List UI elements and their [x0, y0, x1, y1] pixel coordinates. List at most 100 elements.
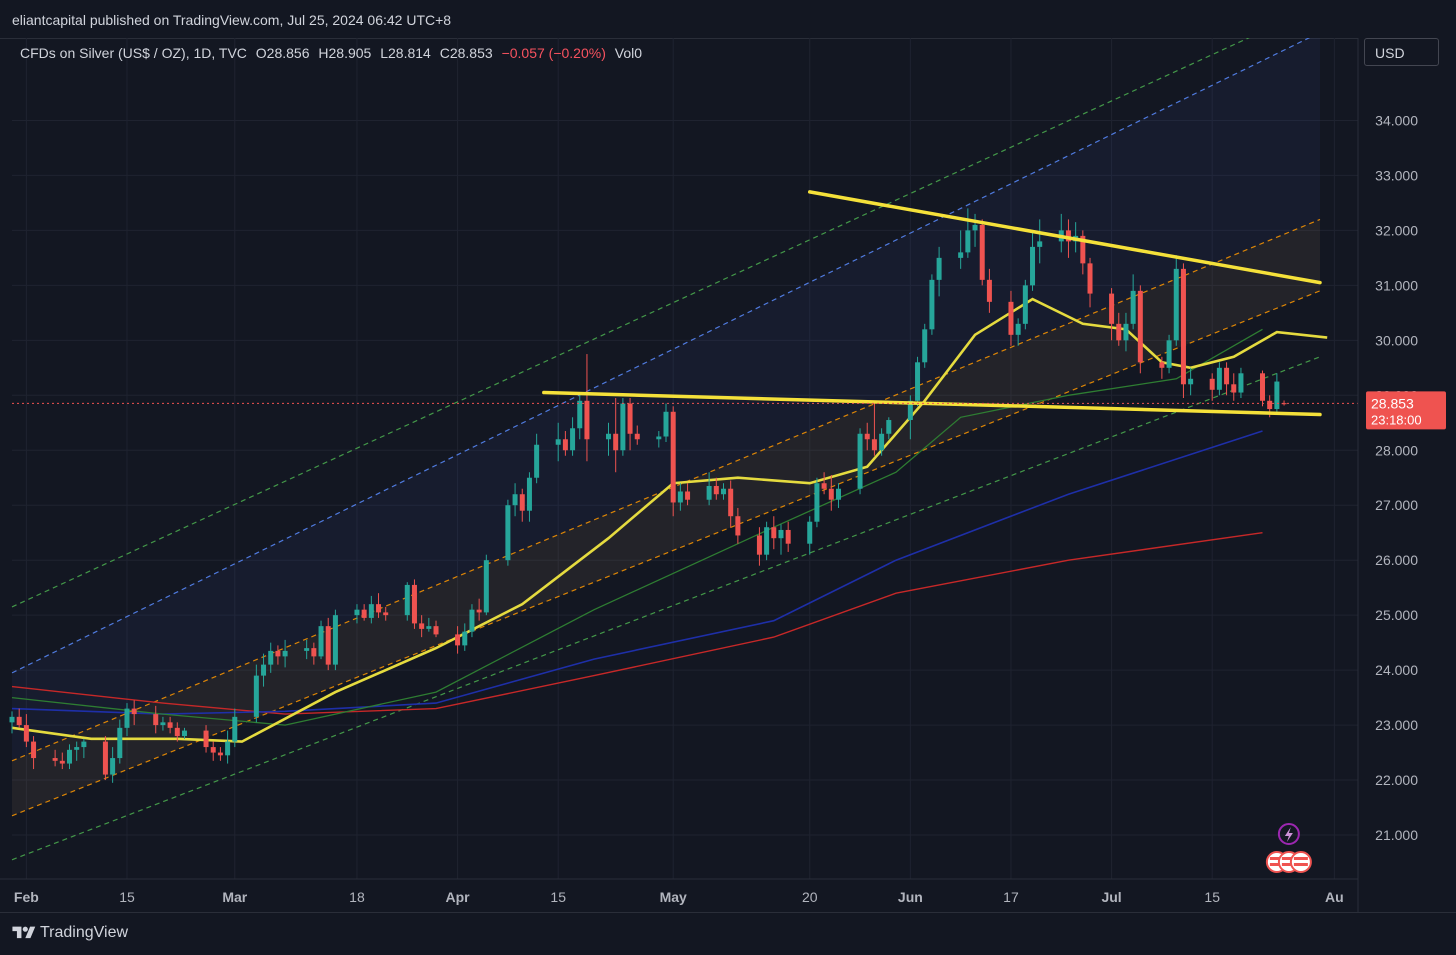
candle	[857, 428, 863, 495]
candle	[1188, 367, 1194, 396]
candle	[519, 488, 525, 522]
candle-body	[74, 747, 80, 750]
price-chart[interactable]: 34.00033.00032.00031.00030.00029.00028.0…	[0, 38, 1456, 912]
candle-body	[1209, 378, 1215, 390]
candle	[81, 738, 87, 759]
candle	[203, 725, 209, 753]
candle	[419, 615, 425, 638]
candle	[1159, 356, 1165, 379]
candle-body	[9, 716, 15, 723]
candle	[174, 722, 180, 742]
price-tick-label: 26.000	[1375, 552, 1418, 568]
candle-body	[1065, 230, 1071, 242]
candle-body	[376, 604, 382, 613]
candle	[922, 323, 928, 368]
candle-body	[117, 727, 123, 759]
candle-body	[1123, 323, 1129, 341]
candle	[1022, 279, 1028, 330]
candle	[986, 268, 992, 313]
channel-upper-band	[12, 38, 1320, 761]
candle	[526, 472, 532, 522]
candle	[124, 703, 130, 737]
candle	[1274, 373, 1280, 412]
time-tick-label: Jun	[898, 889, 923, 905]
time-tick-label: Jul	[1101, 889, 1121, 905]
candle-body	[835, 488, 841, 500]
symbol-title[interactable]: CFDs on Silver (US$ / OZ), 1D, TVC	[20, 45, 247, 61]
candle-body	[821, 483, 827, 489]
candle	[562, 431, 568, 456]
candle	[771, 516, 777, 550]
currency-button[interactable]: USD	[1364, 38, 1439, 66]
candle-body	[469, 609, 475, 632]
candle	[476, 598, 482, 621]
candle-body	[606, 433, 612, 440]
us-flag-event-icon	[1289, 851, 1312, 873]
time-tick-label: 18	[349, 889, 365, 905]
candle	[376, 593, 382, 618]
last-price-badge	[1366, 391, 1446, 430]
candle-body	[419, 623, 425, 629]
price-tick-label: 27.000	[1375, 497, 1418, 513]
candle-body	[512, 494, 518, 506]
volume-value: Vol0	[614, 45, 642, 61]
candle-body	[958, 252, 964, 258]
resistance-trendline	[807, 190, 1322, 285]
candle-body	[174, 727, 180, 737]
tradingview-brand[interactable]: TradingView	[40, 924, 129, 941]
candle	[66, 744, 72, 770]
candle	[570, 417, 576, 456]
flag-stripe	[1269, 857, 1284, 860]
time-tick-label: Apr	[446, 889, 471, 905]
candle	[1109, 288, 1115, 341]
ohlc-open: O28.856	[255, 45, 310, 61]
candle	[1281, 400, 1287, 406]
candle-body	[505, 505, 511, 561]
candle-body	[713, 485, 719, 495]
candle	[965, 208, 971, 258]
candle	[275, 645, 281, 665]
candle-body	[282, 650, 288, 657]
channel-outer-upper-line	[11, 38, 1250, 608]
candle-body	[110, 758, 116, 775]
candle-body	[764, 527, 770, 555]
flag-stripe	[1293, 863, 1308, 866]
price-tick-label: 31.000	[1375, 277, 1418, 293]
candle	[1173, 255, 1179, 346]
candle-body	[735, 516, 741, 536]
candle-body	[181, 730, 187, 737]
candle-body	[1180, 268, 1186, 385]
candle	[756, 527, 762, 566]
candle-body	[426, 626, 432, 629]
candle-body	[620, 403, 626, 451]
time-tick-label: 20	[802, 889, 818, 905]
candle-body	[1231, 384, 1237, 393]
candle	[1231, 373, 1237, 401]
candle	[1238, 367, 1244, 399]
candle-body	[318, 626, 324, 657]
candle-body	[1030, 246, 1036, 286]
candle-body	[562, 439, 568, 451]
candle	[620, 398, 626, 456]
candle	[426, 617, 432, 632]
candle	[512, 483, 518, 517]
support-trendline	[542, 390, 1322, 417]
candle-body	[462, 631, 468, 646]
candle	[361, 604, 367, 621]
candle	[1216, 362, 1222, 396]
candle-body	[979, 224, 985, 280]
candle-body	[886, 420, 892, 434]
candle	[383, 606, 389, 621]
candle-body	[411, 584, 417, 624]
candle-body	[814, 483, 820, 522]
candle-body	[519, 494, 525, 511]
candle	[584, 354, 590, 462]
time-tick-label: 15	[550, 889, 566, 905]
ma-200-line	[11, 532, 1263, 715]
candle-body	[354, 609, 360, 616]
candle-body	[864, 433, 870, 440]
candle-body	[1281, 403, 1287, 405]
candle	[821, 472, 827, 495]
footer-bar: TradingView	[0, 912, 1456, 955]
candle	[232, 708, 238, 748]
